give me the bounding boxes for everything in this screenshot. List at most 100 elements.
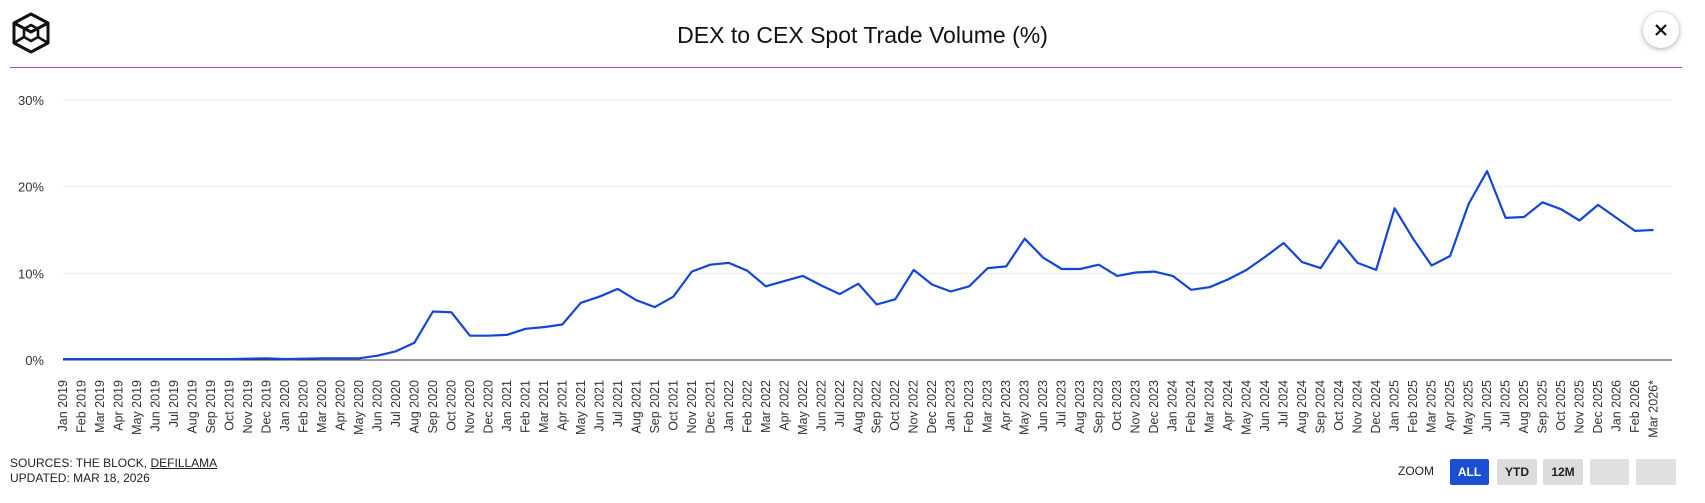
x-tick-label: May 2021: [574, 380, 588, 435]
x-tick-label: Feb 2019: [74, 380, 88, 433]
sources-line: SOURCES: THE BLOCK, DEFILLAMA: [10, 456, 217, 471]
x-tick-label: Apr 2022: [777, 380, 791, 431]
defillama-link[interactable]: DEFILLAMA: [150, 456, 218, 470]
x-tick-label: Jan 2025: [1388, 380, 1402, 431]
chart-footer: SOURCES: THE BLOCK, DEFILLAMA UPDATED: M…: [10, 456, 217, 486]
x-tick-label: Aug 2023: [1073, 380, 1087, 434]
x-tick-label: Mar 2021: [537, 380, 551, 433]
x-tick-label: Oct 2019: [222, 380, 236, 431]
x-tick-label: Sep 2019: [204, 380, 218, 434]
x-tick-label: Jun 2022: [814, 380, 828, 431]
x-tick-label: Jul 2020: [389, 380, 403, 427]
x-tick-label: Sep 2025: [1536, 380, 1550, 434]
x-tick-label: Mar 2022: [759, 380, 773, 433]
x-tick-label: Aug 2022: [851, 380, 865, 434]
chart-title: DEX to CEX Spot Trade Volume (%): [677, 22, 1048, 48]
series-line: [63, 170, 1654, 361]
x-tick-label: May 2019: [130, 380, 144, 435]
x-tick-label: Dec 2023: [1147, 380, 1161, 434]
y-tick-label: 20%: [18, 180, 44, 195]
updated-date: UPDATED: MAR 18, 2026: [10, 471, 150, 485]
x-tick-label: Apr 2021: [555, 380, 569, 431]
x-tick-label: Jan 2022: [722, 380, 736, 431]
x-tick-label: Mar 2026*: [1647, 380, 1661, 438]
x-tick-label: Feb 2026: [1628, 380, 1642, 433]
x-tick-label: Nov 2019: [241, 380, 255, 434]
close-icon: [1655, 24, 1667, 36]
x-tick-label: Mar 2020: [315, 380, 329, 433]
x-tick-label: Feb 2023: [962, 380, 976, 433]
x-tick-label: Nov 2020: [463, 380, 477, 434]
x-tick-label: Jul 2024: [1277, 380, 1291, 427]
x-tick-label: Jan 2026: [1610, 380, 1624, 431]
x-tick-label: Aug 2025: [1517, 380, 1531, 434]
x-tick-label: Nov 2021: [685, 380, 699, 434]
x-tick-label: Sep 2024: [1314, 380, 1328, 434]
x-tick-label: Oct 2021: [666, 380, 680, 431]
x-tick-label: Feb 2024: [1184, 380, 1198, 433]
zoom-all-button[interactable]: ALL: [1450, 459, 1489, 485]
header-divider: [10, 67, 1682, 68]
x-tick-label: Mar 2024: [1203, 380, 1217, 433]
zoom-12m-button[interactable]: 12M: [1543, 459, 1583, 485]
x-tick-label: Dec 2019: [259, 380, 273, 434]
x-tick-label: Jan 2020: [278, 380, 292, 431]
x-tick-label: Dec 2022: [925, 380, 939, 434]
x-tick-label: May 2022: [796, 380, 810, 435]
y-tick-label: 30%: [18, 93, 44, 108]
x-tick-label: Dec 2020: [481, 380, 495, 434]
x-tick-label: Feb 2025: [1406, 380, 1420, 433]
x-tick-label: Sep 2021: [648, 380, 662, 434]
x-tick-label: Sep 2020: [426, 380, 440, 434]
x-tick-label: Aug 2024: [1295, 380, 1309, 434]
x-tick-label: Jun 2024: [1258, 380, 1272, 431]
x-tick-label: May 2025: [1462, 380, 1476, 435]
x-tick-label: Jun 2020: [370, 380, 384, 431]
x-tick-label: Jan 2021: [500, 380, 514, 431]
x-tick-label: Jul 2021: [611, 380, 625, 427]
x-tick-label: Apr 2025: [1443, 380, 1457, 431]
x-tick-label: Apr 2024: [1221, 380, 1235, 431]
x-tick-label: Nov 2025: [1573, 380, 1587, 434]
zoom-label: ZOOM: [1398, 464, 1434, 478]
x-tick-label: Sep 2023: [1092, 380, 1106, 434]
x-tick-label: Dec 2024: [1369, 380, 1383, 434]
x-tick-label: Jun 2021: [592, 380, 606, 431]
x-tick-label: Apr 2023: [999, 380, 1013, 431]
x-tick-label: Jan 2023: [944, 380, 958, 431]
x-tick-label: Nov 2024: [1351, 380, 1365, 434]
x-tick-label: Apr 2020: [333, 380, 347, 431]
close-button[interactable]: [1643, 12, 1679, 48]
x-tick-label: Oct 2023: [1110, 380, 1124, 431]
x-tick-label: Nov 2023: [1129, 380, 1143, 434]
x-tick-label: Oct 2022: [888, 380, 902, 431]
x-tick-label: Aug 2019: [185, 380, 199, 434]
x-tick-label: Sep 2022: [870, 380, 884, 434]
x-tick-label: Aug 2020: [407, 380, 421, 434]
y-tick-label: 0%: [25, 353, 44, 368]
x-tick-label: Dec 2025: [1591, 380, 1605, 434]
x-tick-label: Jul 2022: [833, 380, 847, 427]
x-tick-label: Oct 2025: [1554, 380, 1568, 431]
x-tick-label: May 2023: [1018, 380, 1032, 435]
x-tick-label: Aug 2021: [629, 380, 643, 434]
zoom-blank-button-2[interactable]: [1636, 459, 1676, 485]
x-tick-label: Jul 2025: [1499, 380, 1513, 427]
sources-prefix: SOURCES: THE BLOCK,: [10, 456, 151, 470]
x-tick-label: Jun 2023: [1036, 380, 1050, 431]
x-tick-label: Mar 2019: [93, 380, 107, 433]
x-tick-label: Feb 2021: [518, 380, 532, 433]
x-tick-label: Mar 2023: [981, 380, 995, 433]
x-tick-label: Feb 2020: [296, 380, 310, 433]
x-tick-label: Jan 2024: [1166, 380, 1180, 431]
x-tick-label: Jun 2025: [1480, 380, 1494, 431]
x-tick-label: Feb 2022: [740, 380, 754, 433]
zoom-ytd-button[interactable]: YTD: [1497, 459, 1537, 485]
line-chart: 0% 10% 20% 30% Jan 2019 Feb 2019 Mar 2019 Apr 2…: [18, 93, 1672, 438]
the-block-logo-icon: [12, 12, 50, 54]
x-tick-label: Jan 2019: [56, 380, 70, 431]
x-tick-label: Jul 2023: [1055, 380, 1069, 427]
zoom-blank-button-1[interactable]: [1590, 459, 1629, 485]
x-tick-label: Apr 2019: [111, 380, 125, 431]
x-tick-label: Jul 2019: [167, 380, 181, 427]
